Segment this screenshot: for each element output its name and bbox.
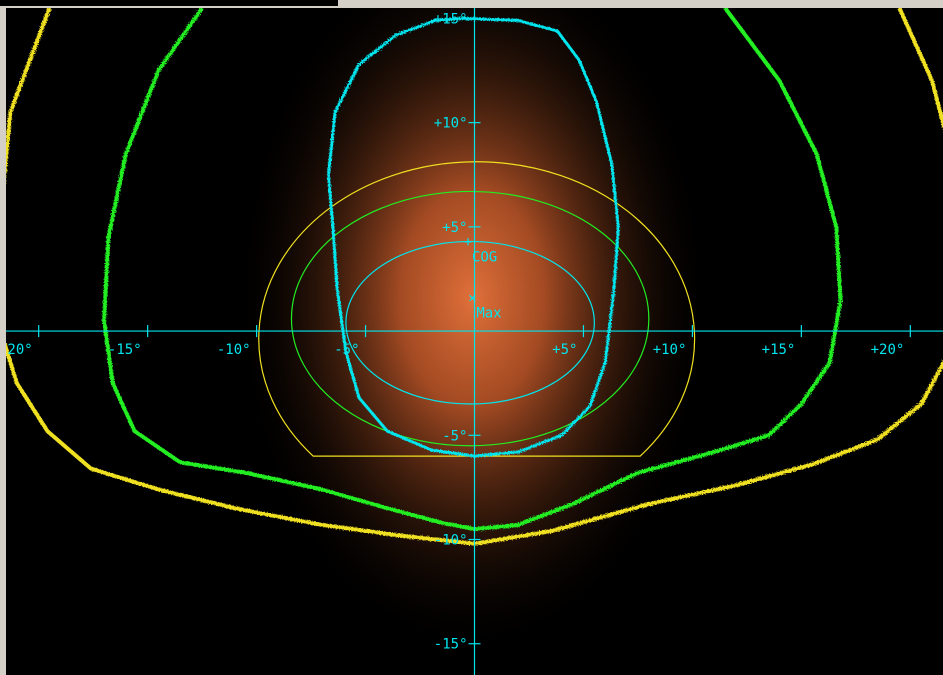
x-tick-label: -15° [108, 342, 142, 358]
ring-2 [290, 190, 650, 447]
y-tick-label: +5° [442, 220, 467, 236]
window-top-border [0, 0, 943, 8]
x-tick-label: -10° [217, 342, 251, 358]
y-tick-label: -10° [434, 533, 468, 549]
x-tick-label: +15° [762, 342, 796, 358]
window-left-border [0, 8, 6, 675]
marker-max-symbol[interactable]: × [468, 291, 476, 307]
marker-cog-label: COG [472, 249, 497, 265]
ring-3 [258, 161, 696, 457]
marker-cog-symbol[interactable]: + [464, 234, 472, 250]
beam-profile-plot[interactable]: -20° -15° -10° -5° +5° +10° +15° +20° +15° +10° +5… [6, 8, 943, 675]
marker-max-label: Max [476, 306, 501, 322]
y-tick-label: -5° [442, 428, 467, 444]
x-tick-label: -5° [334, 342, 359, 358]
x-tick-label: -20° [6, 342, 33, 358]
ring-1 [345, 240, 595, 405]
title-strip [0, 0, 338, 6]
x-tick-label: +20° [871, 342, 905, 358]
x-tick-label: +10° [653, 342, 687, 358]
y-tick-label: -15° [434, 637, 468, 653]
y-tick-label: +15° [434, 11, 468, 27]
y-tick-label: +10° [434, 116, 468, 132]
x-tick-label: +5° [552, 342, 577, 358]
